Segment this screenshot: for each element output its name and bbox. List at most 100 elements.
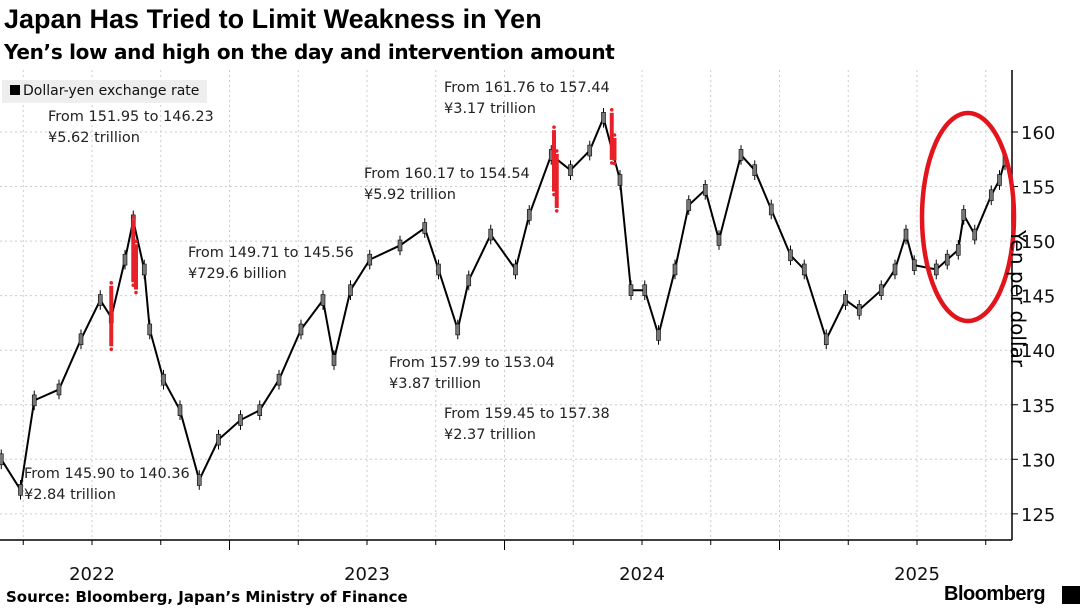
candle-body	[18, 484, 23, 496]
candle-body	[466, 274, 472, 287]
x-tick-label: 2022	[69, 564, 115, 585]
y-axis-label: Yen per dollar	[1006, 230, 1030, 368]
candle-body	[892, 263, 898, 276]
candle-body	[972, 228, 978, 241]
candle-body	[348, 284, 353, 296]
y-tick-label: 140	[1021, 341, 1055, 362]
y-tick-label: 125	[1021, 505, 1055, 526]
candle-body	[686, 199, 692, 211]
candle-body	[141, 263, 147, 276]
candle-body	[238, 414, 243, 426]
candle-body	[526, 209, 532, 221]
candle-body	[397, 239, 403, 252]
candle-body	[257, 404, 263, 416]
candle-body	[276, 373, 282, 386]
intervention-low-dot	[612, 161, 617, 166]
annotation-intervention: From 157.99 to 153.04 ¥3.87 trillion	[389, 353, 555, 395]
y-tick-label: 150	[1021, 232, 1055, 253]
intervention-high-dot	[612, 133, 617, 137]
candle-body	[988, 189, 994, 202]
annotation-amount: ¥5.62 trillion	[48, 130, 140, 146]
intervention-high-dot	[609, 107, 614, 112]
candle-body	[177, 404, 183, 416]
candle-body	[78, 333, 84, 346]
annotation-intervention: From 160.17 to 154.54 ¥5.92 trillion	[364, 164, 530, 206]
annotation-intervention: From 149.71 to 145.56 ¥729.6 billion	[188, 243, 354, 285]
intervention-bar	[131, 219, 136, 283]
candle-body	[31, 394, 37, 407]
candle-body	[436, 263, 441, 276]
bloomberg-logo-icon	[1062, 586, 1080, 604]
candle-body	[823, 333, 829, 346]
annotation-range: From 160.17 to 154.54	[364, 166, 530, 182]
annotation-amount: ¥3.17 trillion	[444, 101, 536, 117]
annotation-range: From 157.99 to 153.04	[389, 355, 555, 371]
candle-body	[628, 284, 634, 296]
candle-body	[856, 304, 862, 316]
candle-body	[161, 373, 166, 386]
candle-body	[672, 263, 678, 276]
intervention-high-dot	[554, 149, 559, 153]
annotation-intervention: From 161.76 to 157.44 ¥3.17 trillion	[444, 78, 610, 120]
annotation-range: From 151.95 to 146.23	[48, 109, 214, 125]
candle-body	[587, 144, 593, 157]
x-tick-label: 2025	[894, 564, 940, 585]
candle-body	[738, 149, 744, 161]
legend-swatch	[10, 85, 20, 95]
candle-body	[56, 383, 62, 396]
annotation-range: From 161.76 to 157.44	[444, 80, 610, 96]
candle-body	[788, 249, 793, 262]
chart-title: Japan Has Tried to Limit Weakness in Yen	[4, 4, 542, 34]
annotation-range: From 145.90 to 140.36	[24, 466, 190, 482]
candle-body	[944, 253, 950, 266]
annotation-range: From 159.45 to 157.38	[444, 406, 610, 422]
candle-body	[617, 174, 623, 186]
candle-body	[642, 284, 648, 296]
candle-body	[601, 112, 606, 124]
y-tick-label: 130	[1021, 450, 1055, 471]
y-tick-label: 160	[1021, 123, 1055, 144]
legend-label: Dollar-yen exchange rate	[23, 83, 200, 99]
intervention-high-dot	[131, 215, 136, 219]
candle-body	[801, 263, 807, 276]
annotation-amount: ¥2.84 trillion	[24, 487, 116, 503]
intervention-low-dot	[609, 161, 614, 165]
candle-body	[455, 323, 461, 336]
y-tick-label: 135	[1021, 396, 1055, 417]
intervention-bar	[612, 138, 617, 161]
y-tick-label: 155	[1021, 178, 1055, 199]
annotation-amount: ¥3.87 trillion	[389, 376, 481, 392]
candle-body	[367, 253, 373, 266]
candle-body	[122, 253, 128, 266]
y-tick-label: 145	[1021, 287, 1055, 308]
candle-body	[147, 323, 153, 336]
candle-body	[422, 222, 428, 234]
candle-body	[955, 244, 961, 256]
candle-body	[961, 209, 967, 221]
candle-body	[997, 174, 1002, 186]
intervention-bar	[109, 285, 114, 347]
intervention-high-dot	[134, 239, 138, 244]
intervention-high-dot	[109, 281, 114, 285]
candle-body	[0, 453, 4, 466]
candle-body	[911, 259, 917, 271]
candle-body	[298, 323, 304, 336]
candle-body	[768, 203, 774, 216]
annotation-amount: ¥5.92 trillion	[364, 187, 456, 203]
chart-subtitle: Yen’s low and high on the day and interv…	[4, 40, 615, 64]
annotation-range: From 149.71 to 145.56	[188, 245, 354, 261]
intervention-low-dot	[134, 290, 138, 295]
annotation-amount: ¥729.6 billion	[188, 266, 287, 282]
candle-body	[716, 234, 722, 246]
highlight-ellipse	[919, 110, 1017, 324]
candle-body	[702, 184, 708, 196]
candle-body	[903, 228, 909, 241]
x-tick-label: 2024	[619, 564, 665, 585]
intervention-bar	[134, 244, 138, 290]
candle-body	[878, 284, 884, 296]
annotation-intervention: From 151.95 to 146.23 ¥5.62 trillion	[48, 107, 214, 149]
annotation-intervention: From 145.90 to 140.36 ¥2.84 trillion	[24, 464, 190, 506]
source-note: Source: Bloomberg, Japan’s Ministry of F…	[6, 588, 408, 606]
